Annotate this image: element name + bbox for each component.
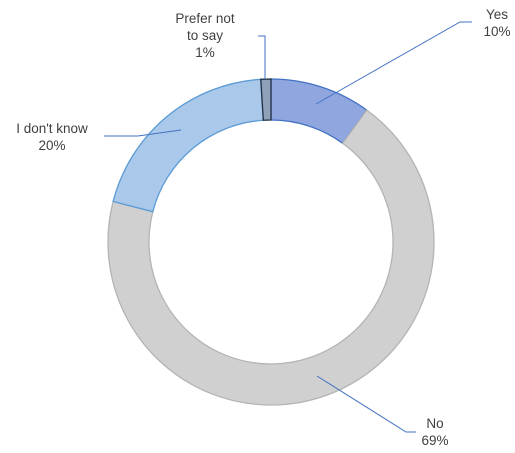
data-label-prefer-not-to-say-line: 1% [195,45,215,60]
slice-no [107,109,435,406]
data-label-no-line: No [426,416,443,431]
chart-slices [107,78,435,406]
leader-line-i-dont-know [104,129,182,137]
slice-i-don-t-know [112,78,265,213]
data-label-yes-line: Yes [486,7,508,22]
data-label-no: No 69% [421,416,448,448]
leader-line-yes [315,21,472,105]
chart-labels: Yes 10% No 69% I don't know 20% Prefer not to s… [16,7,510,448]
data-label-prefer-not-to-say-line: Prefer not [175,11,235,26]
leader-line-no [316,375,416,433]
data-label-yes: Yes 10% [483,7,510,39]
leader-line-prefer-not-to-say [258,35,266,79]
data-label-i-dont-know: I don't know 20% [16,121,88,153]
data-label-no-line: 69% [421,433,448,448]
data-label-yes-line: 10% [483,24,510,39]
data-label-prefer-not-to-say: Prefer not to say 1% [175,11,235,60]
data-label-i-dont-know-line: 20% [38,138,65,153]
data-label-prefer-not-to-say-line: to say [187,28,223,43]
slice-prefer-not-to-say [260,78,272,121]
data-label-i-dont-know-line: I don't know [16,121,88,136]
chart-leader-lines [104,21,472,433]
